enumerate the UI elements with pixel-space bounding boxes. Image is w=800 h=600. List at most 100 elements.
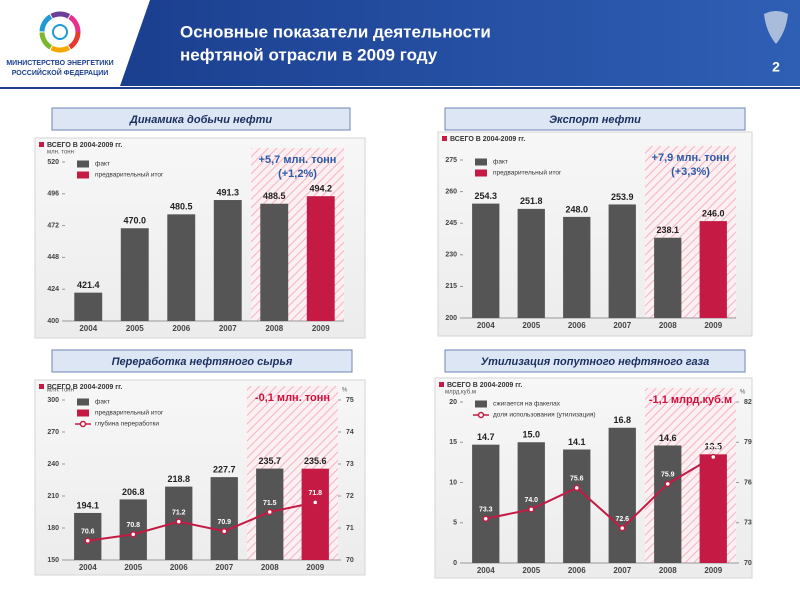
- x-tick-label: 2009: [312, 324, 330, 333]
- x-tick-label: 2005: [522, 321, 540, 330]
- bar-value-label: 470.0: [123, 216, 146, 226]
- line-marker: [130, 531, 137, 538]
- y2-tick-label: 82: [744, 399, 752, 406]
- y2-tick-label: 71: [346, 525, 354, 532]
- y-tick-label: 520: [47, 159, 59, 166]
- y-tick-label: 180: [47, 525, 59, 532]
- x-tick-label: 2008: [265, 324, 283, 333]
- line-marker: [664, 480, 671, 488]
- legend-swatch: [475, 169, 487, 177]
- y-tick-label: 270: [47, 429, 59, 436]
- bar-value-label: 194.1: [76, 500, 99, 510]
- y-tick-label: 200: [445, 315, 457, 322]
- emblem: [764, 11, 788, 44]
- bar: [472, 203, 500, 318]
- legend-label: факт: [493, 159, 508, 166]
- x-tick-label: 2004: [79, 324, 97, 333]
- panel-title-box: [51, 349, 353, 373]
- bar: [608, 427, 636, 563]
- slide-title: Основные показатели деятельности: [180, 22, 491, 41]
- line-value-label: 71.2: [172, 509, 186, 516]
- line-value-label: 73.3: [479, 507, 493, 514]
- bar-value-label: 238.1: [656, 225, 679, 235]
- legend-label: предварительный итог: [493, 169, 562, 177]
- panel-note: ВСЕГО В 2004-2009 гг.: [450, 136, 525, 143]
- line-marker: [573, 484, 580, 492]
- x-tick-label: 2009: [306, 563, 324, 572]
- bar-value-label: 218.8: [167, 474, 190, 484]
- bar: [306, 196, 335, 321]
- x-tick-label: 2006: [568, 321, 586, 330]
- line-value-label: 70.8: [126, 522, 140, 529]
- line-value-label: 71.8: [308, 490, 322, 497]
- bar-value-label: 491.3: [216, 187, 239, 197]
- x-tick-label: 2004: [79, 563, 97, 572]
- y2-tick-label: 73: [346, 461, 354, 468]
- bar: [301, 468, 329, 560]
- y-tick-label: 300: [47, 397, 59, 404]
- line-marker: [710, 453, 717, 461]
- line-value-label: 72.6: [615, 516, 629, 523]
- logo: [39, 11, 81, 53]
- y2-tick-label: 74: [346, 429, 354, 436]
- y-axis-label: млн. тонн: [47, 388, 74, 394]
- bar-value-label: 480.5: [170, 202, 193, 212]
- legend-label: предварительный итог: [95, 409, 164, 417]
- panel-title-box: [444, 349, 746, 373]
- y-tick-label: 240: [47, 461, 59, 468]
- bar: [472, 444, 500, 563]
- y-tick-label: 210: [47, 493, 59, 500]
- y-tick-label: 0: [453, 560, 457, 567]
- y-tick-label: 424: [47, 286, 59, 293]
- y-tick-label: 20: [449, 399, 457, 406]
- legend-label: предварительный итог: [95, 171, 164, 179]
- line: [87, 501, 316, 542]
- bar: [699, 454, 727, 563]
- bar-value-label: 14.7: [477, 432, 495, 442]
- x-tick-label: 2007: [219, 324, 237, 333]
- panel-title-box: [444, 107, 746, 131]
- bar-value-label: 235.7: [258, 456, 281, 466]
- x-tick-label: 2005: [126, 324, 144, 333]
- y-tick-label: 496: [47, 191, 59, 198]
- bar: [260, 203, 289, 321]
- x-tick-label: 2004: [477, 566, 495, 575]
- bar: [608, 204, 636, 318]
- bar-value-label: 227.7: [213, 464, 236, 474]
- legend-swatch: [77, 409, 89, 417]
- line-marker: [175, 518, 182, 525]
- note-marker: [39, 142, 44, 147]
- x-tick-label: 2006: [170, 563, 188, 572]
- x-tick-label: 2004: [477, 321, 495, 330]
- annotation: -1,1 млрд.куб.м: [649, 394, 732, 406]
- panel-note: ВСЕГО В 2004-2009 гг.: [47, 384, 122, 391]
- bar-value-label: 16.8: [613, 415, 631, 425]
- panel-note: ВСЕГО В 2004-2009 гг.: [47, 142, 122, 149]
- x-tick-label: 2005: [522, 566, 540, 575]
- x-tick-label: 2007: [613, 321, 631, 330]
- note-marker: [439, 382, 444, 387]
- bar: [563, 449, 591, 563]
- panel-title: Экспорт нефти: [549, 114, 641, 126]
- page-number: 2: [772, 59, 780, 75]
- slide-title: нефтяной отрасли в 2009 году: [180, 45, 438, 64]
- note-marker: [442, 136, 447, 141]
- legend-marker: [477, 411, 485, 419]
- bar-value-label: 251.8: [520, 196, 543, 206]
- bar: [74, 512, 102, 560]
- bar: [654, 237, 682, 318]
- bar-value-label: 421.4: [77, 280, 100, 290]
- annotation: (+3,3%): [671, 166, 710, 178]
- y-tick-label: 215: [445, 283, 457, 290]
- bar: [119, 499, 147, 560]
- org-name: МИНИСТЕРСТВО ЭНЕРГЕТИКИ: [6, 60, 113, 67]
- bar: [563, 216, 591, 318]
- y-tick-label: 260: [445, 188, 457, 195]
- y-axis-label: млн. тонн: [47, 150, 74, 156]
- x-tick-label: 2008: [261, 563, 279, 572]
- bar-value-label: 235.6: [304, 456, 327, 466]
- y-tick-label: 472: [47, 222, 59, 229]
- panel-title: Переработка нефтяного сырья: [112, 356, 293, 368]
- line: [485, 456, 714, 530]
